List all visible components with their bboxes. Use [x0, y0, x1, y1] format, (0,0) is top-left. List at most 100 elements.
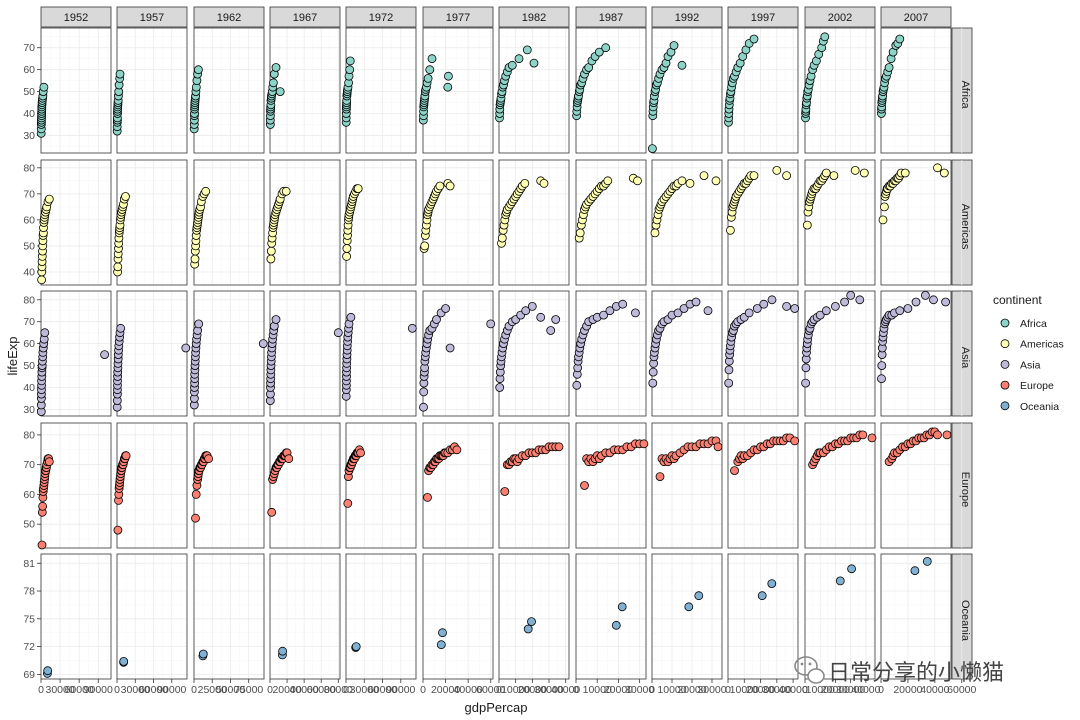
data-point	[617, 602, 627, 612]
y-tick-label: 40	[23, 108, 35, 120]
panel-asia-1972	[345, 290, 417, 417]
series-americas-1972	[342, 184, 363, 261]
data-point	[281, 186, 291, 196]
data-point	[436, 640, 446, 650]
x-tick-label: 20000	[518, 684, 547, 696]
data-point	[685, 178, 695, 188]
data-point	[443, 71, 453, 81]
data-point	[181, 343, 191, 353]
panel-africa-1992	[651, 27, 723, 154]
panel-europe-1967	[269, 422, 341, 549]
data-point	[507, 60, 517, 70]
legend-item-africa: Africa	[1000, 318, 1047, 330]
data-point	[677, 60, 687, 70]
facet-strip-1992: 1992	[651, 6, 723, 28]
data-point	[190, 254, 200, 264]
data-point	[669, 41, 679, 50]
panel-oceania-1982	[498, 553, 570, 680]
data-point	[121, 192, 130, 201]
data-point	[100, 350, 109, 360]
series-americas-1957	[113, 192, 130, 277]
facet-col-label: 1977	[446, 12, 470, 24]
series-asia-1987	[572, 299, 640, 390]
facet-col-label: 1982	[522, 12, 546, 24]
facet-strip-2007: 2007	[880, 6, 952, 28]
data-point	[520, 178, 530, 188]
data-point	[713, 442, 723, 452]
data-point	[929, 295, 938, 305]
watermark: 日常分享的小懒猫	[794, 656, 1004, 685]
series-europe-1997	[730, 433, 800, 476]
data-point	[198, 649, 208, 659]
series-americas-1987	[574, 173, 642, 243]
x-tick-label: 0	[573, 684, 579, 696]
series-africa-1997	[724, 34, 759, 127]
data-point	[594, 47, 604, 57]
y-tick-label: 40	[23, 266, 35, 278]
legend-key	[1000, 359, 1010, 369]
data-point	[648, 367, 658, 377]
series-americas-1992	[650, 171, 721, 238]
x-tick-label: 40000	[454, 684, 483, 696]
data-point	[846, 290, 856, 300]
series-europe-2007	[884, 427, 952, 467]
facet-row-label: Americas	[959, 204, 971, 250]
data-point	[903, 304, 913, 313]
data-point	[648, 144, 657, 154]
data-point	[820, 32, 830, 42]
legend-label: Africa	[1020, 318, 1047, 330]
series-oceania-1962	[198, 649, 208, 661]
x-tick-label: 40000	[551, 684, 580, 696]
y-tick-label: 80	[23, 429, 35, 441]
data-point	[922, 557, 932, 566]
data-point	[271, 63, 281, 72]
data-point	[749, 34, 759, 44]
data-point	[599, 310, 608, 320]
series-africa-1967	[265, 63, 285, 129]
facet-strip-1997: 1997	[727, 6, 799, 28]
panel-americas-1997	[727, 159, 799, 286]
panel-oceania-1962	[193, 553, 265, 680]
x-axis-title: gdpPercap	[465, 700, 528, 715]
legend: continent Africa Americas Asia Europe Oceania	[993, 293, 1064, 413]
facet-col-label: 1992	[675, 12, 699, 24]
x-tick-label: 0	[802, 684, 808, 696]
data-point	[113, 525, 123, 535]
data-point	[691, 297, 701, 307]
series-europe-1972	[343, 445, 366, 508]
x-tick-label: 90000	[386, 684, 415, 696]
series-oceania-2002	[835, 564, 856, 586]
panel-americas-1967	[269, 159, 341, 286]
data-point	[113, 262, 123, 272]
panel-europe-1962	[193, 422, 265, 549]
data-point	[801, 378, 810, 388]
series-europe-1992	[655, 436, 723, 482]
data-point	[749, 171, 759, 181]
data-point	[500, 487, 510, 496]
data-point	[43, 666, 53, 676]
data-point	[427, 54, 437, 64]
data-point	[877, 374, 886, 384]
legend-item-europe: Europe	[1000, 380, 1054, 392]
data-point	[119, 657, 129, 666]
data-point	[772, 165, 782, 175]
data-point	[39, 82, 49, 92]
panel-europe-1982	[498, 422, 570, 549]
series-europe-1957	[113, 451, 131, 535]
x-tick-label: 30000	[534, 684, 563, 696]
series-americas-1997	[726, 165, 791, 235]
legend-item-oceania: Oceania	[1000, 401, 1059, 413]
data-point	[266, 246, 276, 256]
data-point	[933, 430, 942, 440]
data-point	[419, 402, 428, 412]
data-point	[677, 176, 687, 186]
data-point	[423, 74, 433, 83]
data-point	[941, 297, 950, 307]
data-point	[939, 168, 949, 178]
data-point	[603, 176, 613, 186]
data-point	[527, 301, 537, 311]
panel-africa-1957	[116, 27, 188, 154]
x-tick-label: 30000	[350, 684, 379, 696]
panel-europe-1977	[422, 422, 494, 549]
y-tick-label: 69	[23, 669, 35, 681]
